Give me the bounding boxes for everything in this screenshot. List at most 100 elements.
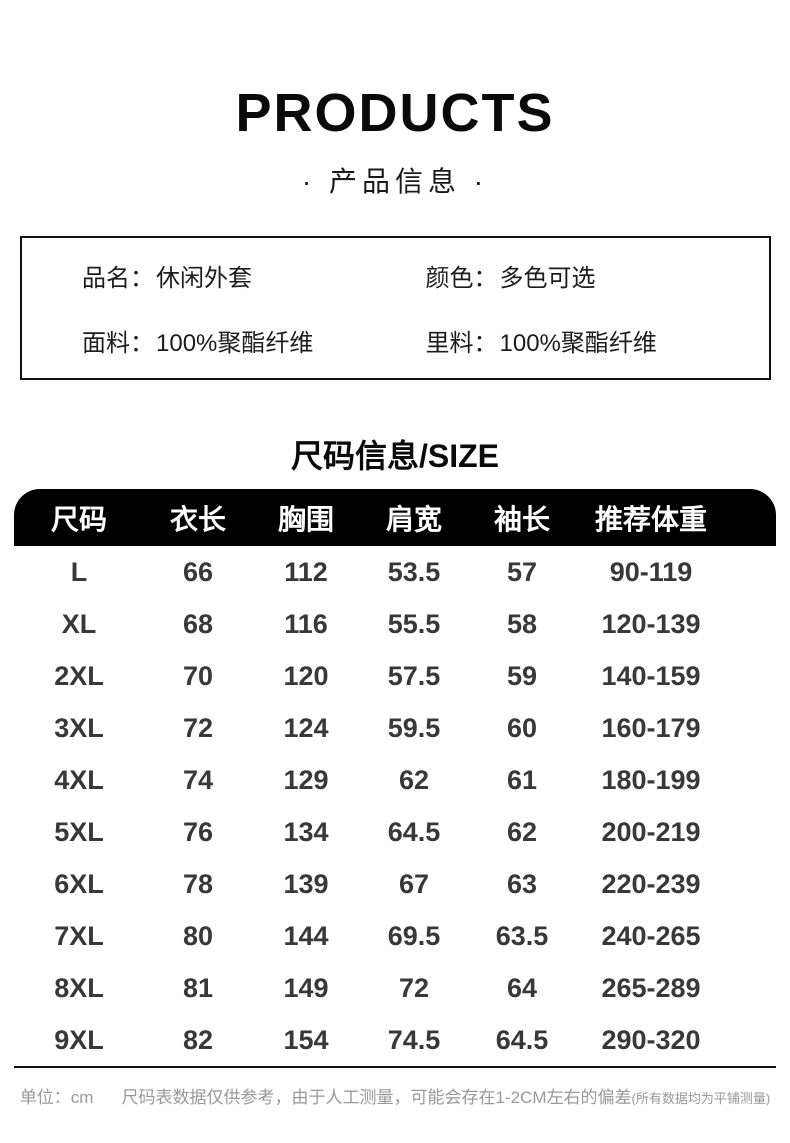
table-cell: 82 bbox=[182, 1024, 214, 1055]
info-field-label: 颜色： bbox=[425, 265, 498, 292]
size-table-header-cell: 胸围 bbox=[277, 503, 334, 535]
table-cell: 64.5 bbox=[495, 1024, 549, 1055]
table-row: 4XL 74 129 62 61 180-199 bbox=[14, 754, 776, 806]
table-cell: 72 bbox=[182, 712, 214, 743]
page-title: PRODUCTS bbox=[235, 83, 555, 143]
table-cell: 240-265 bbox=[601, 920, 701, 951]
info-field-label: 里料： bbox=[425, 330, 498, 357]
size-table: 尺码 衣长 胸围 肩宽 袖长 推荐体重 L 66 112 53.5 57 90-119 XL 68 116… bbox=[14, 489, 776, 1066]
table-cell: 63 bbox=[506, 868, 538, 899]
table-cell: 90-119 bbox=[609, 556, 693, 587]
table-cell: 59.5 bbox=[387, 712, 441, 743]
table-cell: 120 bbox=[283, 660, 329, 691]
table-row: 6XL 78 139 67 63 220-239 bbox=[14, 858, 776, 910]
table-cell: 9XL bbox=[54, 1024, 104, 1055]
table-cell: 67 bbox=[398, 868, 430, 899]
table-cell: 57 bbox=[506, 556, 538, 587]
table-row: XL 68 116 55.5 58 120-139 bbox=[14, 598, 776, 650]
info-field-value: 100%聚酯纤维 bbox=[499, 330, 657, 357]
table-cell: 78 bbox=[182, 868, 214, 899]
table-row: 7XL 80 144 69.5 63.5 240-265 bbox=[14, 910, 776, 962]
table-row: 3XL 72 124 59.5 60 160-179 bbox=[14, 702, 776, 754]
table-cell: 76 bbox=[182, 816, 214, 847]
table-cell: 5XL bbox=[54, 816, 104, 847]
table-cell: 144 bbox=[283, 920, 329, 951]
table-cell: 8XL bbox=[54, 972, 104, 1003]
table-cell: 124 bbox=[283, 712, 329, 743]
disclaimer-text: 尺码表数据仅供参考，由于人工测量，可能会存在1-2CM左右的偏差 bbox=[121, 1088, 632, 1107]
table-cell: 112 bbox=[284, 556, 328, 587]
table-cell: 139 bbox=[283, 868, 329, 899]
info-field-label: 面料： bbox=[82, 330, 154, 357]
table-cell: 64 bbox=[506, 972, 538, 1003]
unit-label: 单位：cm bbox=[19, 1088, 94, 1107]
table-cell: 66 bbox=[182, 556, 214, 587]
table-cell: 62 bbox=[506, 816, 538, 847]
table-cell: 140-159 bbox=[601, 660, 701, 691]
table-cell: 129 bbox=[283, 764, 329, 795]
size-table-header: 尺码 衣长 胸围 肩宽 袖长 推荐体重 bbox=[14, 489, 776, 546]
table-row: 8XL 81 149 72 64 265-289 bbox=[14, 962, 776, 1014]
info-field: 里料：100%聚酯纤维 bbox=[426, 323, 770, 358]
info-field: 面料：100%聚酯纤维 bbox=[82, 323, 426, 358]
table-row: 9XL 82 154 74.5 64.5 290-320 bbox=[14, 1014, 776, 1066]
size-table-header-cell: 衣长 bbox=[169, 503, 226, 535]
table-cell: 116 bbox=[284, 608, 328, 639]
info-field-value: 休闲外套 bbox=[156, 265, 252, 292]
table-cell: 63.5 bbox=[495, 920, 549, 951]
table-cell: 4XL bbox=[54, 764, 104, 795]
table-cell: 3XL bbox=[54, 712, 104, 743]
table-cell: 160-179 bbox=[601, 712, 701, 743]
info-field-value: 多色可选 bbox=[499, 265, 596, 292]
table-cell: 120-139 bbox=[601, 608, 701, 639]
table-cell: 60 bbox=[506, 712, 538, 743]
footer-divider bbox=[14, 1066, 776, 1068]
size-table-header-cell: 肩宽 bbox=[385, 503, 442, 535]
table-cell: 74.5 bbox=[387, 1024, 441, 1055]
table-cell: 2XL bbox=[54, 660, 104, 691]
table-row: L 66 112 53.5 57 90-119 bbox=[14, 546, 776, 598]
product-info-box: 品名：休闲外套 颜色：多色可选 面料：100%聚酯纤维 里料：100%聚酯纤维 bbox=[20, 236, 771, 380]
table-cell: 149 bbox=[283, 972, 329, 1003]
table-cell: 72 bbox=[398, 972, 430, 1003]
table-cell: 265-289 bbox=[601, 972, 701, 1003]
info-field-label: 品名： bbox=[82, 265, 154, 292]
table-cell: 290-320 bbox=[601, 1024, 701, 1055]
table-cell: 70 bbox=[182, 660, 214, 691]
table-cell: 81 bbox=[182, 972, 214, 1003]
table-row: 5XL 76 134 64.5 62 200-219 bbox=[14, 806, 776, 858]
table-cell: 80 bbox=[182, 920, 214, 951]
size-table-header-cell: 袖长 bbox=[493, 503, 550, 535]
table-cell: 57.5 bbox=[387, 660, 441, 691]
table-cell: 69.5 bbox=[387, 920, 441, 951]
table-cell: 154 bbox=[283, 1024, 329, 1055]
table-cell: L bbox=[70, 556, 88, 587]
table-cell: 220-239 bbox=[601, 868, 701, 899]
info-field-value: 100%聚酯纤维 bbox=[156, 330, 314, 357]
size-section-heading: 尺码信息/SIZE bbox=[290, 438, 500, 474]
page-subtitle: · 产品信息 · bbox=[301, 166, 489, 197]
table-cell: 180-199 bbox=[601, 764, 701, 795]
table-cell: 6XL bbox=[54, 868, 104, 899]
size-table-body: L 66 112 53.5 57 90-119 XL 68 116 55.5 58 120-139 2X… bbox=[14, 546, 776, 1066]
table-cell: 53.5 bbox=[387, 556, 441, 587]
info-field: 颜色：多色可选 bbox=[426, 258, 770, 293]
size-table-header-cell: 推荐体重 bbox=[594, 503, 707, 535]
table-cell: 55.5 bbox=[387, 608, 441, 639]
size-table-header-cell: 尺码 bbox=[50, 503, 107, 535]
info-field: 品名：休闲外套 bbox=[82, 258, 426, 293]
table-cell: 200-219 bbox=[601, 816, 701, 847]
table-cell: 64.5 bbox=[387, 816, 441, 847]
table-cell: 61 bbox=[506, 764, 538, 795]
table-row: 2XL 70 120 57.5 59 140-159 bbox=[14, 650, 776, 702]
size-table-footnote: 单位：cm 尺码表数据仅供参考，由于人工测量，可能会存在1-2CM左右的偏差(所有… bbox=[0, 1083, 790, 1108]
table-cell: 68 bbox=[182, 608, 214, 639]
table-cell: 134 bbox=[283, 816, 329, 847]
table-cell: 59 bbox=[506, 660, 538, 691]
disclaimer-small-text: (所有数据均为平铺测量) bbox=[631, 1091, 771, 1106]
table-cell: 62 bbox=[398, 764, 430, 795]
table-cell: XL bbox=[61, 608, 97, 639]
title-block: PRODUCTS · 产品信息 · bbox=[0, 0, 790, 200]
table-cell: 58 bbox=[506, 608, 538, 639]
